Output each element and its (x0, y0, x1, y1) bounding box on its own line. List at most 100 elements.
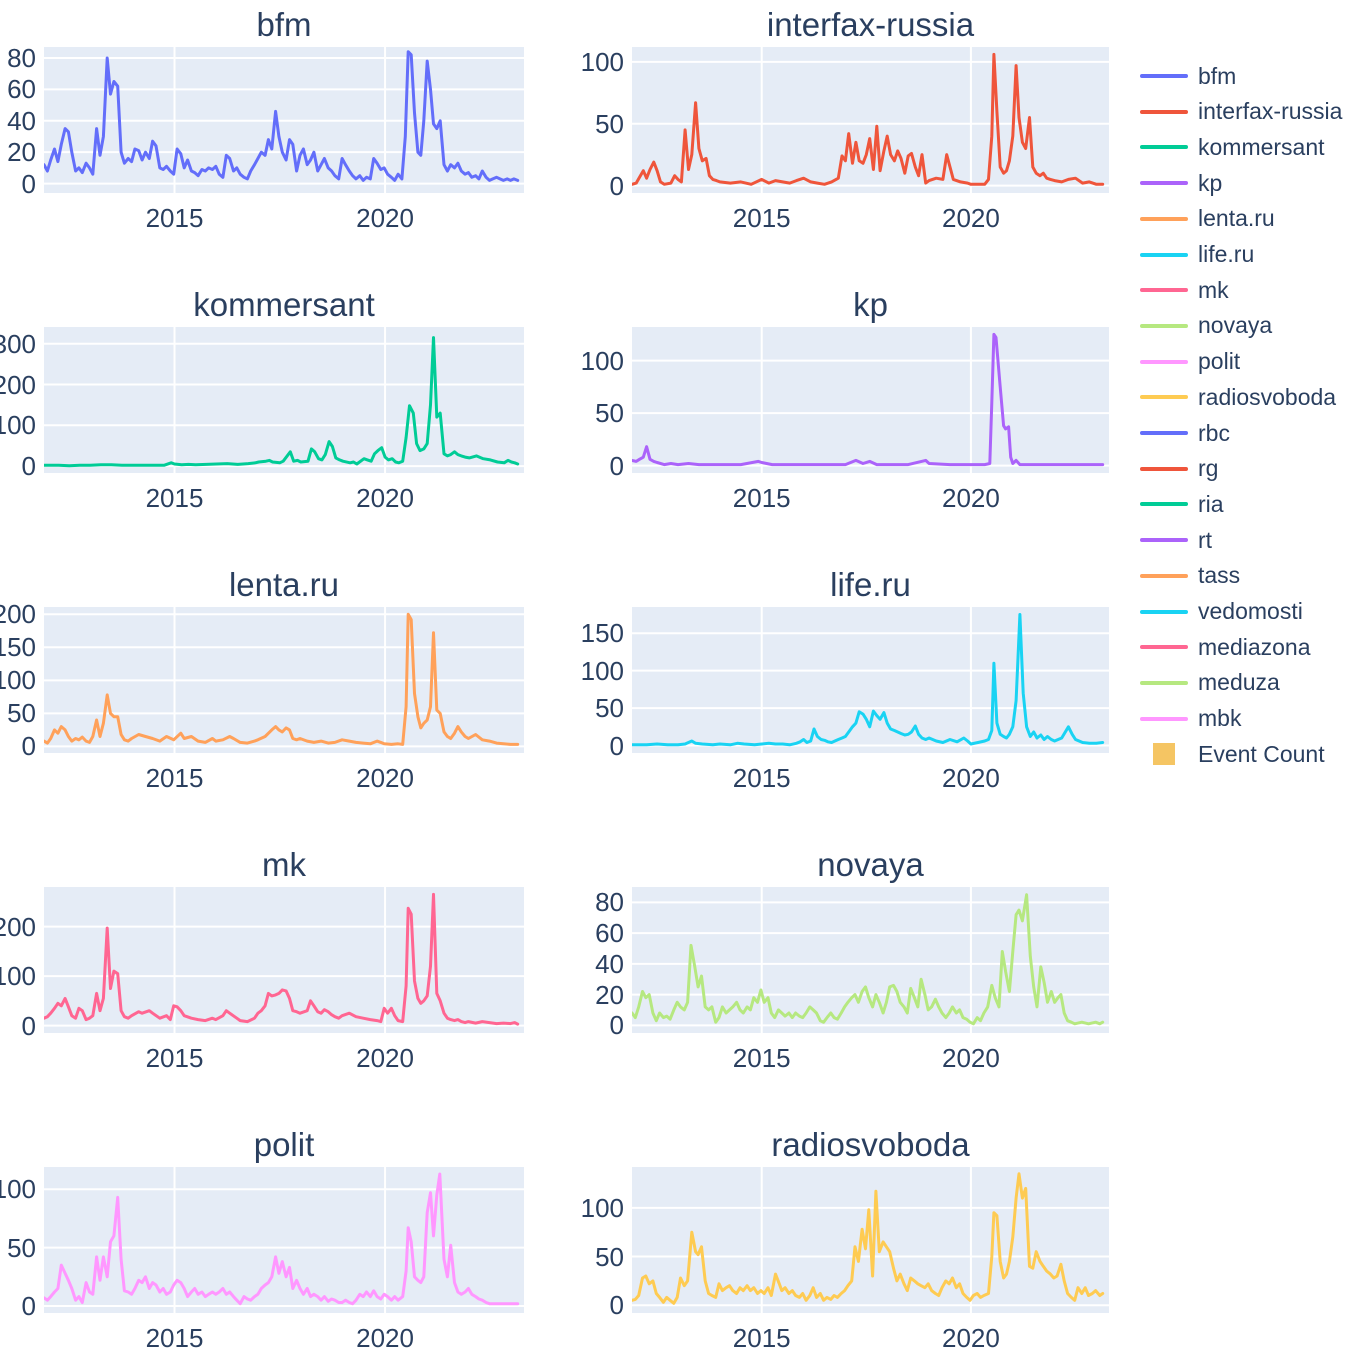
plot-area-polit[interactable] (44, 1167, 524, 1313)
series-line-kp (632, 332, 1105, 467)
y-tick-label: 0 (609, 730, 624, 761)
y-tick-label: 80 (595, 887, 624, 918)
y-tick-label: 0 (609, 1290, 624, 1321)
y-tick-label: 100 (580, 655, 624, 686)
y-tick-label: 100 (0, 961, 36, 992)
x-tick-label: 2015 (145, 1043, 204, 1073)
x-tick-label: 2020 (941, 1323, 1000, 1353)
legend-item-life-ru[interactable]: life.ru (1140, 238, 1254, 272)
legend-label: kp (1198, 169, 1223, 196)
legend-line-swatch (1140, 181, 1188, 186)
chart-title-lenta.ru: lenta.ru (228, 566, 340, 603)
legend-line-swatch (1140, 74, 1188, 78)
y-tick-label: 100 (0, 410, 36, 441)
x-tick-label: 2015 (145, 763, 204, 793)
legend-item-bfm[interactable]: bfm (1140, 59, 1236, 93)
y-tick-label: 100 (580, 1192, 624, 1223)
legend-item-mk[interactable]: mk (1140, 273, 1229, 307)
legend-item-ria[interactable]: ria (1140, 487, 1224, 521)
legend-label: kommersant (1198, 133, 1325, 160)
plot-area-kommersant[interactable] (44, 327, 524, 473)
y-tick-label: 200 (0, 911, 36, 942)
y-tick-label: 50 (595, 398, 624, 429)
y-tick-label: 0 (21, 451, 36, 482)
y-tick-label: 0 (21, 1010, 36, 1041)
series-line-interfax-russia (632, 52, 1105, 186)
legend-line-swatch (1140, 609, 1188, 614)
y-tick-label: 60 (7, 74, 36, 105)
series-line-bfm (44, 50, 520, 182)
legend-item-meduza[interactable]: meduza (1140, 666, 1280, 700)
legend-item-polit[interactable]: polit (1140, 345, 1240, 379)
legend-item-rg[interactable]: rg (1140, 452, 1218, 486)
y-tick-label: 20 (595, 979, 624, 1010)
legend-label: vedomosti (1198, 598, 1303, 624)
series-line-kommersant (44, 336, 520, 468)
legend-line-swatch (1140, 252, 1188, 257)
plot-area-mk[interactable] (44, 887, 524, 1033)
x-tick-label: 2015 (732, 203, 791, 233)
legend-label: rbc (1198, 419, 1230, 446)
x-tick-label: 2020 (356, 1043, 414, 1073)
legend-square-swatch (1153, 743, 1175, 766)
legend-label: tass (1198, 562, 1241, 589)
y-tick-label: 100 (0, 1174, 36, 1205)
y-tick-label: 50 (595, 1241, 624, 1272)
legend-item-mediazona[interactable]: mediazona (1140, 630, 1311, 664)
legend-item-kommersant[interactable]: kommersant (1140, 130, 1325, 164)
legend-item-rbc[interactable]: rbc (1140, 416, 1230, 450)
legend-item-rt[interactable]: rt (1140, 523, 1212, 557)
x-tick-label: 2015 (145, 483, 204, 513)
plot-area-novaya[interactable] (632, 887, 1109, 1033)
plot-area-kp[interactable] (632, 327, 1109, 473)
legend-label: mediazona (1198, 633, 1311, 660)
legend-label: life.ru (1198, 241, 1255, 267)
series-line-polit (44, 1172, 520, 1306)
x-tick-label: 2020 (356, 483, 414, 513)
y-tick-label: 50 (7, 1232, 36, 1263)
legend-label: lenta.ru (1198, 205, 1275, 232)
x-tick-label: 2020 (941, 483, 1000, 513)
plot-area-life.ru[interactable] (632, 607, 1109, 753)
legend-item-novaya[interactable]: novaya (1140, 309, 1272, 343)
y-tick-label: 200 (0, 599, 36, 630)
chart-title-radiosvoboda: radiosvoboda (771, 1126, 970, 1163)
plot-area-interfax-russia[interactable] (632, 47, 1109, 193)
x-tick-label: 2020 (941, 203, 1000, 233)
y-tick-label: 0 (609, 170, 624, 201)
legend-item-tass[interactable]: tass (1140, 559, 1240, 593)
legend-line-swatch (1140, 395, 1188, 400)
legend-line-swatch (1140, 216, 1188, 221)
x-tick-label: 2020 (356, 763, 414, 793)
x-tick-label: 2020 (941, 1043, 1000, 1073)
chart-title-novaya: novaya (817, 846, 924, 883)
legend-item-interfax-russia[interactable]: interfax-russia (1140, 95, 1342, 129)
legend-label: rt (1198, 526, 1213, 553)
legend-item-radiosvoboda[interactable]: radiosvoboda (1140, 380, 1336, 414)
y-tick-label: 40 (7, 105, 36, 136)
y-tick-label: 50 (595, 693, 624, 724)
plot-area-bfm[interactable] (44, 47, 524, 193)
legend-line-swatch (1140, 323, 1188, 328)
legend-item-kp[interactable]: kp (1140, 166, 1222, 200)
legend-item-lenta-ru[interactable]: lenta.ru (1140, 202, 1275, 236)
legend-label: meduza (1198, 669, 1280, 696)
series-line-lenta.ru (44, 612, 520, 746)
plot-area-lenta.ru[interactable] (44, 607, 524, 753)
chart-title-kp: kp (853, 286, 888, 323)
legend-item-mbk[interactable]: mbk (1140, 702, 1241, 736)
y-tick-label: 0 (21, 731, 36, 762)
legend-line-swatch (1140, 466, 1188, 471)
y-tick-label: 100 (0, 665, 36, 696)
y-tick-label: 100 (580, 46, 624, 77)
legend-item-event-count[interactable]: Event Count (1140, 737, 1325, 771)
chart-title-interfax-russia: interfax-russia (766, 6, 975, 43)
legend-label: Event Count (1198, 740, 1325, 767)
x-tick-label: 2015 (732, 763, 791, 793)
chart-title-mk: mk (262, 846, 306, 883)
y-tick-label: 50 (7, 698, 36, 729)
legend-label: polit (1198, 348, 1241, 375)
legend-item-vedomosti[interactable]: vedomosti (1140, 595, 1303, 629)
series-line-novaya (632, 893, 1105, 1026)
plot-area-radiosvoboda[interactable] (632, 1167, 1109, 1313)
